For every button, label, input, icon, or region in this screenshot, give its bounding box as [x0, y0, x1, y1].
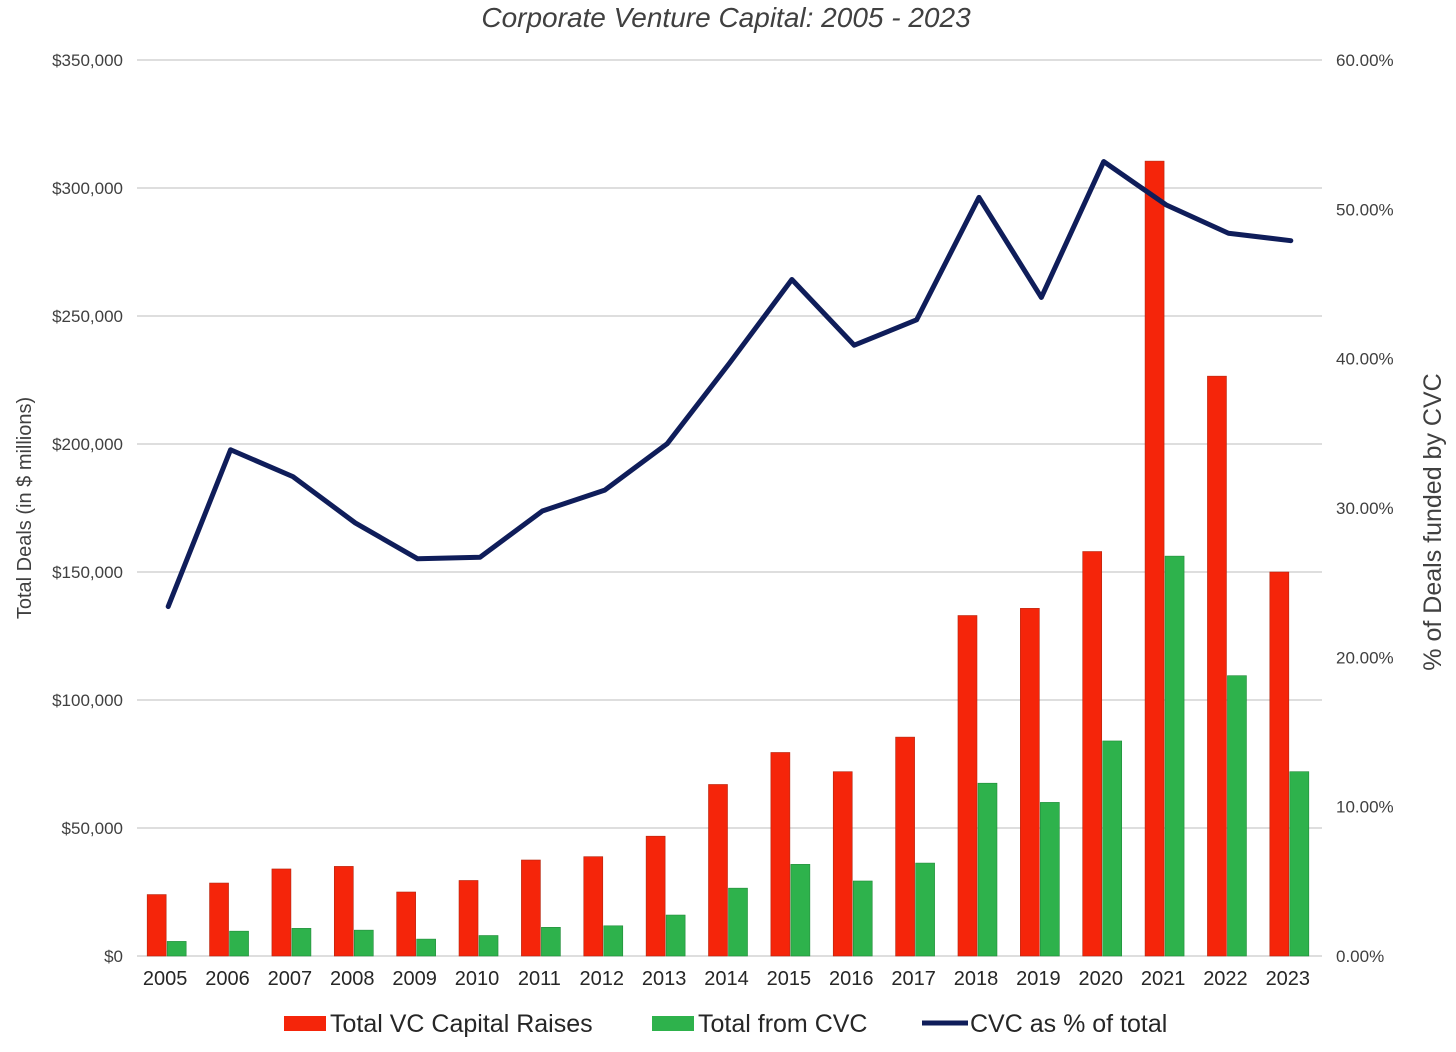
- right-axis-label: % of Deals funded by CVC: [1419, 373, 1447, 670]
- bar-total-cvc: [291, 928, 312, 957]
- right-tick-label: 40.00%: [1336, 350, 1394, 369]
- bar-total-cvc: [728, 887, 748, 957]
- bar-total-vc: [271, 868, 292, 957]
- right-tick-label: 0.00%: [1336, 947, 1384, 966]
- left-tick-label: $250,000: [52, 307, 123, 326]
- x-tick-label: 2018: [954, 968, 999, 990]
- left-tick-label: $50,000: [62, 819, 123, 838]
- right-tick-label: 20.00%: [1336, 648, 1394, 667]
- legend-label-cvc: Total from CVC: [698, 1010, 867, 1038]
- x-tick-label: 2015: [767, 968, 812, 990]
- bar-total-cvc: [353, 929, 374, 957]
- bar-total-vc: [458, 880, 479, 957]
- x-tick-label: 2012: [580, 968, 625, 990]
- x-tick-label: 2007: [268, 968, 313, 990]
- legend-label-vc: Total VC Capital Raises: [330, 1010, 593, 1038]
- right-tick-label: 30.00%: [1336, 499, 1394, 518]
- bar-total-vc: [708, 784, 728, 957]
- bar-total-cvc: [1040, 802, 1060, 957]
- left-tick-label: $200,000: [52, 435, 123, 454]
- bar-total-cvc: [852, 880, 873, 957]
- bar-total-vc: [209, 882, 229, 957]
- right-tick-label: 50.00%: [1336, 200, 1394, 219]
- x-tick-label: 2005: [143, 968, 188, 990]
- x-tick-label: 2013: [642, 968, 687, 990]
- bar-total-cvc: [977, 782, 998, 957]
- x-tick-label: 2023: [1266, 968, 1311, 990]
- bar-total-vc: [895, 736, 915, 957]
- line-cvc-pct: [165, 159, 1294, 610]
- bar-total-cvc: [1164, 555, 1185, 957]
- bar-total-vc: [770, 752, 791, 957]
- bar-total-vc: [521, 859, 541, 957]
- x-tick-label: 2011: [518, 968, 561, 990]
- left-axis-ticks: $0 $50,000 $100,000 $150,000 $200,000 $250,00…: [52, 51, 123, 966]
- bar-total-vc: [146, 894, 167, 957]
- left-tick-label: $0: [104, 947, 123, 966]
- bar-total-vc: [1020, 608, 1040, 957]
- x-axis-ticks: 2005 2006 2007 2008 2009 2010 2011 2012 2013 2014…: [143, 968, 1310, 990]
- bar-total-vc: [396, 891, 416, 957]
- bar-total-cvc: [915, 862, 935, 957]
- x-tick-label: 2006: [205, 968, 250, 990]
- bar-total-cvc: [1289, 771, 1310, 957]
- bar-total-cvc: [665, 914, 686, 957]
- left-tick-label: $350,000: [52, 51, 123, 70]
- left-axis-label: Total Deals (in $ millions): [14, 397, 36, 619]
- bar-total-cvc: [790, 864, 811, 957]
- legend-swatch-vc: [284, 1016, 326, 1031]
- legend-label-pct: CVC as % of total: [970, 1010, 1167, 1038]
- x-tick-label: 2009: [392, 968, 437, 990]
- legend: Total VC Capital Raises Total from CVC C…: [284, 1010, 1167, 1038]
- legend-swatch-cvc: [652, 1016, 694, 1031]
- right-tick-label: 60.00%: [1336, 51, 1394, 70]
- bar-total-vc: [333, 866, 354, 957]
- bar-total-cvc: [1102, 740, 1123, 957]
- bar-total-cvc: [229, 930, 249, 957]
- bar-total-vc: [832, 771, 853, 957]
- bar-total-vc: [583, 856, 604, 957]
- x-tick-label: 2014: [704, 968, 749, 990]
- bar-total-cvc: [541, 927, 561, 957]
- bar-total-vc: [1082, 551, 1103, 957]
- x-tick-label: 2008: [330, 968, 375, 990]
- bar-total-cvc: [1227, 675, 1247, 957]
- bar-total-vc: [957, 615, 978, 957]
- x-tick-label: 2019: [1016, 968, 1061, 990]
- gridlines: [137, 59, 1322, 957]
- bar-total-cvc: [603, 925, 624, 957]
- x-tick-label: 2017: [891, 968, 936, 990]
- bar-total-vc: [1269, 571, 1290, 957]
- bar-total-vc: [645, 835, 666, 957]
- left-tick-label: $100,000: [52, 691, 123, 710]
- bar-total-cvc: [478, 935, 499, 957]
- right-axis-ticks: 0.00% 10.00% 20.00% 30.00% 40.00% 50.00% 60.00…: [1336, 51, 1394, 966]
- x-tick-label: 2021: [1141, 968, 1186, 990]
- line-series: [165, 159, 1294, 610]
- bar-total-vc: [1144, 160, 1165, 957]
- bars: [146, 160, 1310, 957]
- left-tick-label: $150,000: [52, 563, 123, 582]
- left-tick-label: $300,000: [52, 179, 123, 198]
- x-tick-label: 2010: [455, 968, 500, 990]
- x-tick-label: 2022: [1203, 968, 1248, 990]
- bar-total-vc: [1207, 375, 1227, 957]
- chart-title: Corporate Venture Capital: 2005 - 2023: [481, 2, 971, 33]
- bar-total-cvc: [416, 938, 436, 957]
- bar-total-cvc: [166, 941, 187, 957]
- x-tick-label: 2020: [1078, 968, 1123, 990]
- right-tick-label: 10.00%: [1336, 798, 1394, 817]
- x-tick-label: 2016: [829, 968, 874, 990]
